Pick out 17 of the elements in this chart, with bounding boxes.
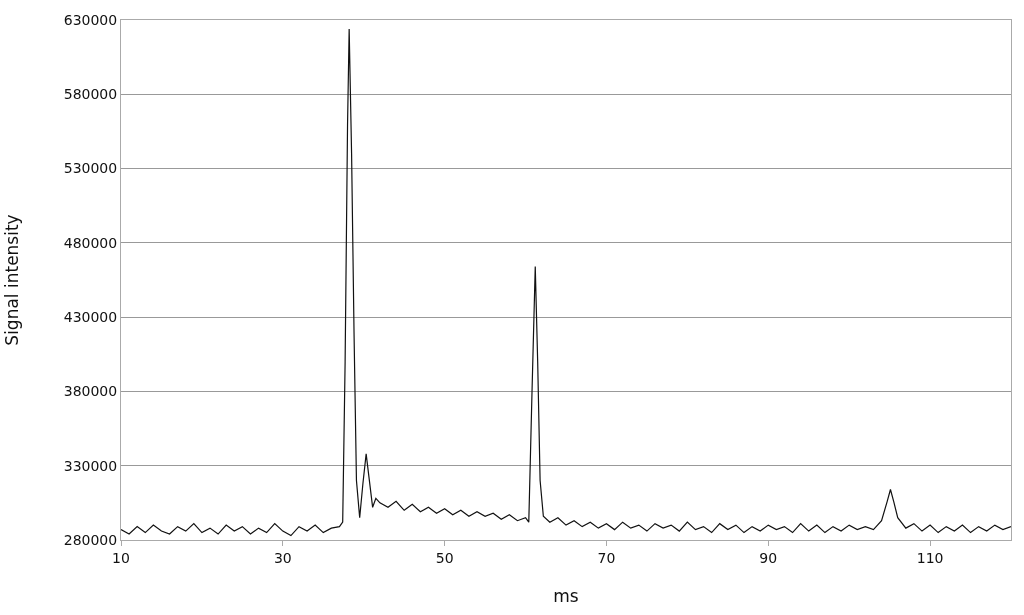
line-series	[121, 28, 1011, 537]
x-tick-label: 50	[435, 549, 454, 566]
y-tick-label: 330000	[63, 457, 118, 474]
x-tick-label: 90	[759, 549, 778, 566]
x-tick-label: 10	[112, 549, 130, 566]
y-tick-label: 530000	[63, 160, 118, 177]
x-axis-title: ms	[553, 586, 579, 607]
y-tick-label: 380000	[63, 383, 118, 400]
y-tick-label: 630000	[63, 11, 118, 28]
x-tick-label: 110	[916, 549, 944, 566]
y-tick-label: 480000	[63, 234, 118, 251]
y-tick-label: 580000	[63, 86, 118, 103]
x-tick-label: 70	[597, 549, 616, 566]
y-tick-label: 280000	[63, 531, 118, 548]
x-tick-label: 30	[273, 549, 292, 566]
y-tick-label: 430000	[63, 309, 118, 326]
y-axis-title: Signal intensity	[2, 214, 23, 346]
